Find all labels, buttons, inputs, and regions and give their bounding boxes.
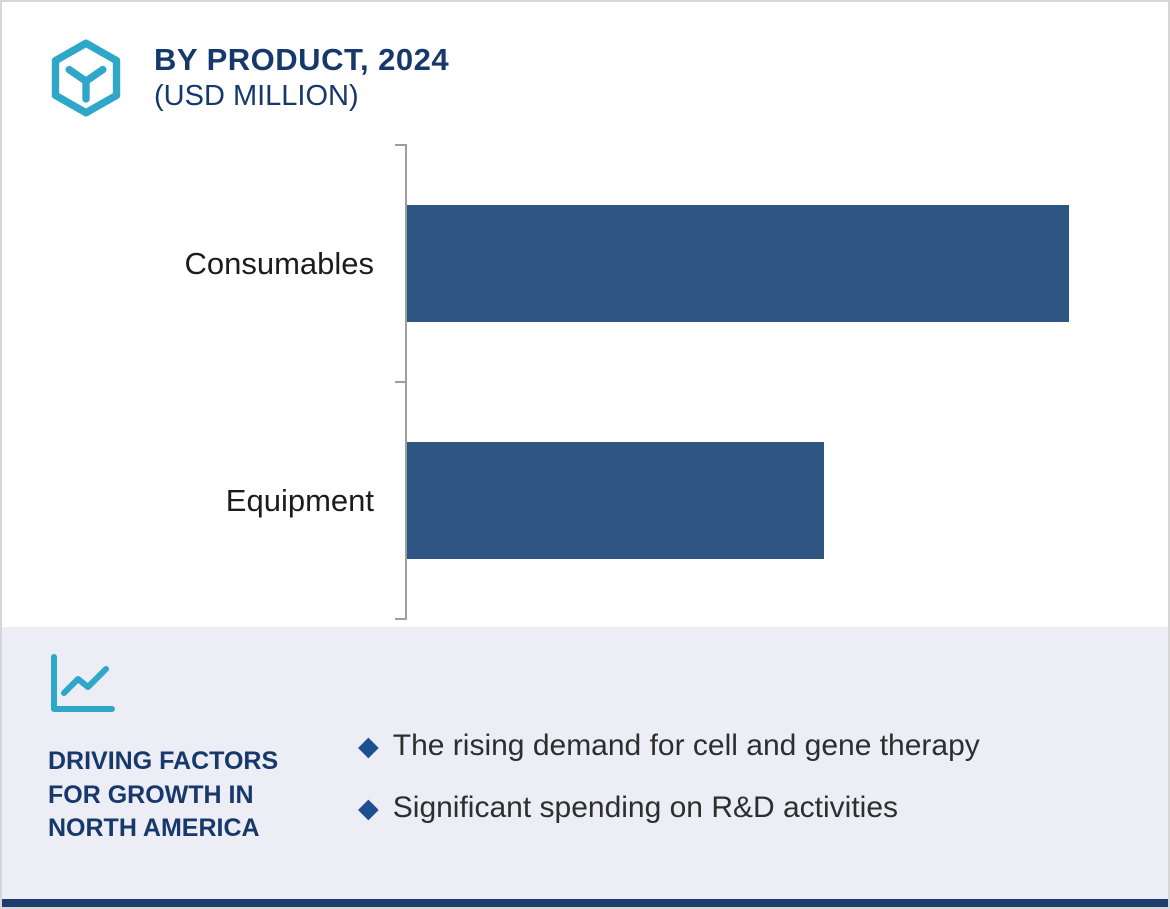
bar-consumables [407, 205, 1069, 322]
list-item: ◆ The rising demand for cell and gene th… [358, 729, 980, 763]
hexagon-logo-icon [46, 38, 126, 118]
driving-factors-list: ◆ The rising demand for cell and gene th… [358, 729, 980, 825]
chart-header: BY PRODUCT, 2024 (USD MILLION) [46, 38, 449, 118]
chart-subtitle: (USD MILLION) [154, 79, 359, 112]
bar-row-equipment: Equipment [2, 382, 1168, 619]
category-label-consumables: Consumables [184, 245, 374, 281]
diamond-bullet-icon: ◆ [358, 792, 379, 823]
chart-titles: BY PRODUCT, 2024 (USD MILLION) [154, 38, 449, 114]
line-chart-icon [48, 653, 118, 715]
driving-factors-panel: DRIVING FACTORS FOR GROWTH IN NORTH AMER… [2, 627, 1168, 899]
axis-tick [395, 618, 407, 620]
driving-factors-heading: DRIVING FACTORS FOR GROWTH IN NORTH AMER… [48, 747, 279, 842]
bar-row-consumables: Consumables [2, 145, 1168, 382]
plot-area [407, 205, 1168, 322]
bullet-text: Significant spending on R&D activities [392, 791, 899, 824]
bullet-text: The rising demand for cell and gene ther… [392, 729, 980, 762]
plot-area [407, 442, 1168, 559]
axis-tick [395, 144, 407, 146]
diamond-bullet-icon: ◆ [358, 730, 379, 761]
chart-title: BY PRODUCT, 2024 [154, 42, 450, 77]
axis-tick [395, 381, 407, 383]
list-item: ◆ Significant spending on R&D activities [358, 791, 980, 825]
bottom-accent-strip [2, 899, 1168, 907]
y-axis-line [395, 144, 407, 620]
category-label-equipment: Equipment [225, 482, 374, 518]
bar-equipment [407, 442, 824, 559]
